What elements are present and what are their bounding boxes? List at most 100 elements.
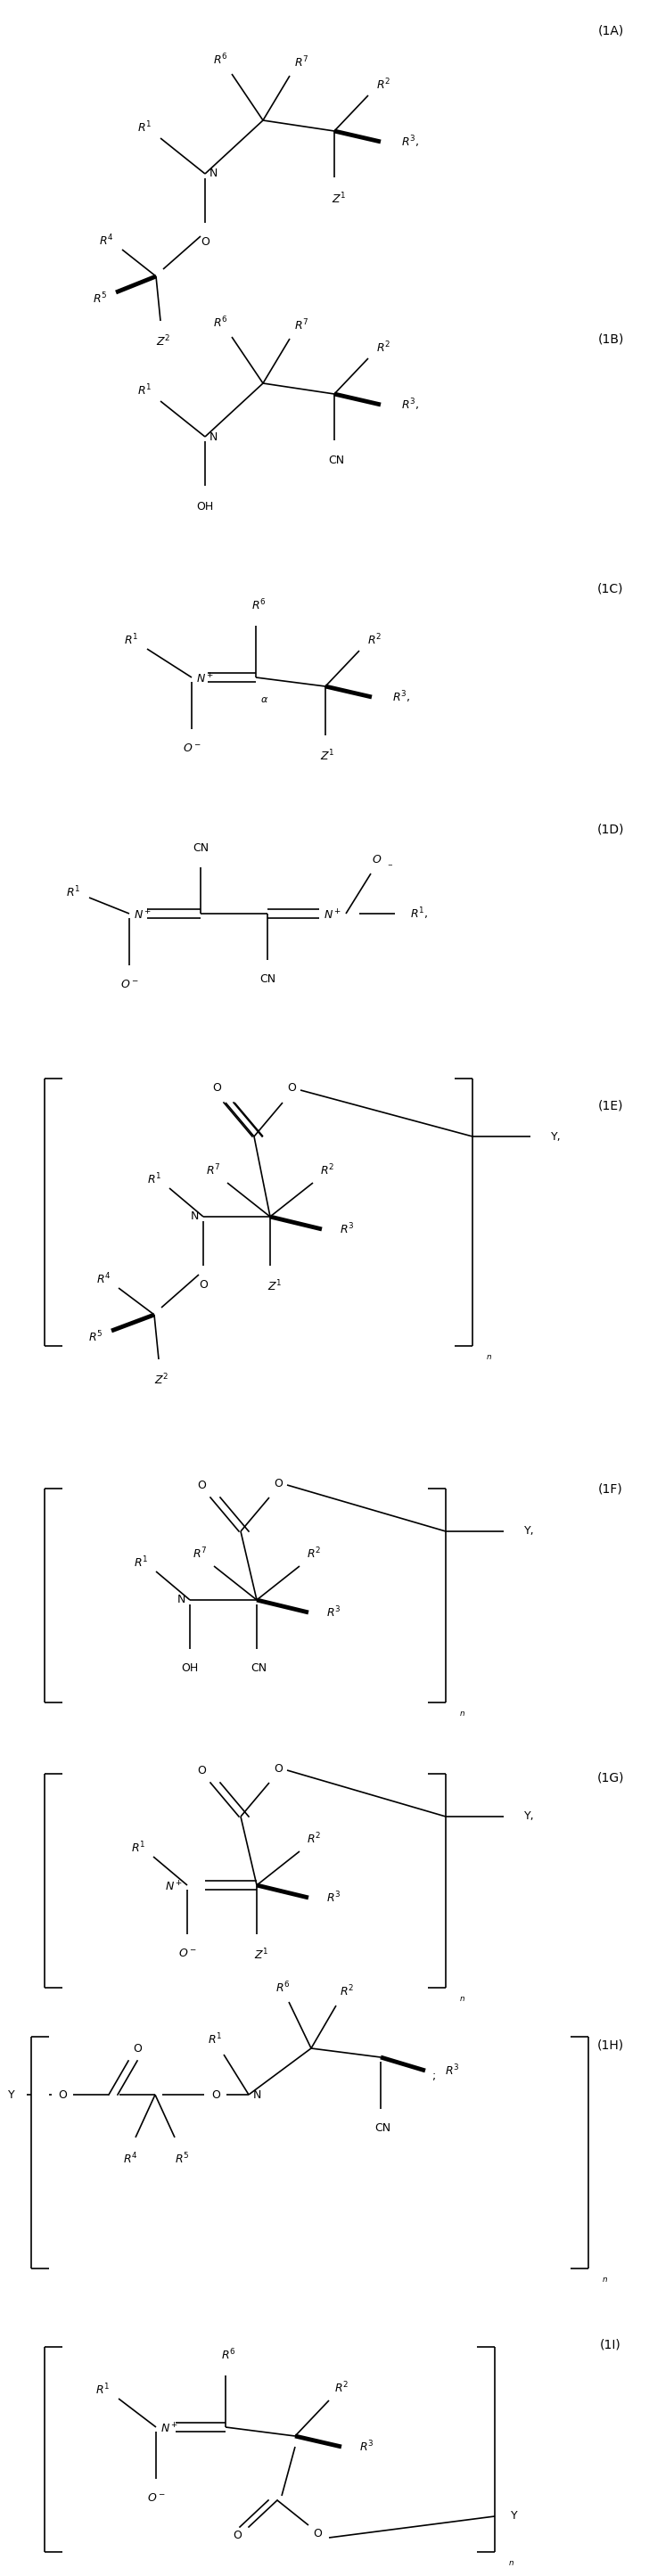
Text: $R^3$,: $R^3$, [401,397,419,412]
Text: $R^2$: $R^2$ [320,1162,334,1177]
Text: N: N [190,1211,199,1224]
Text: O: O [197,1765,206,1775]
Text: $R^2$: $R^2$ [376,340,391,355]
Text: (1F): (1F) [598,1481,623,1494]
Text: OH: OH [181,1662,199,1674]
Text: $R^7$: $R^7$ [294,317,309,332]
Text: $Z^2$: $Z^2$ [156,335,171,350]
Text: Y,: Y, [524,1525,535,1538]
Text: $Z^2$: $Z^2$ [154,1373,169,1388]
Text: $R^4$: $R^4$ [99,234,114,247]
Text: N: N [253,2089,262,2099]
Text: $R^3$,: $R^3$, [392,690,410,706]
Text: $R^1$: $R^1$ [95,2383,110,2398]
Text: $^-$: $^-$ [386,863,393,871]
Text: Y,: Y, [524,1811,535,1821]
Text: (1I): (1I) [600,2339,621,2349]
Text: $R^1$,: $R^1$, [410,907,428,922]
Text: $O^-$: $O^-$ [120,979,138,989]
Text: (1A): (1A) [598,26,624,39]
Text: $Z^1$: $Z^1$ [320,750,334,762]
Text: $R^4$: $R^4$ [123,2151,138,2166]
Text: $R^7$: $R^7$ [294,54,309,70]
Text: $R^5$: $R^5$ [88,1329,103,1345]
Text: $N^+$: $N^+$ [160,2421,178,2437]
Text: CN: CN [260,974,276,984]
Text: $N^+$: $N^+$ [165,1880,183,1893]
Text: $R^2$: $R^2$ [306,1546,321,1561]
Text: $_n$: $_n$ [508,2555,515,2568]
Text: (1H): (1H) [597,2040,624,2053]
Text: $Z^1$: $Z^1$ [332,191,346,206]
Text: $N^+$: $N^+$ [196,672,214,685]
Text: $R^6$: $R^6$ [213,314,228,330]
Text: O: O [199,1280,208,1291]
Text: $R^4$: $R^4$ [96,1273,111,1285]
Text: $R^1$: $R^1$ [208,2032,222,2048]
Text: CN: CN [374,2123,391,2133]
Text: $R^3$: $R^3$ [326,1605,341,1620]
Text: O: O [197,1479,206,1492]
Text: CN: CN [328,453,344,466]
Text: N: N [177,1595,186,1605]
Text: (1C): (1C) [598,582,624,595]
Text: $R^2$: $R^2$ [334,2380,349,2396]
Text: $_n$: $_n$ [459,1708,465,1718]
Text: $O$: $O$ [372,855,382,866]
Text: O: O [274,1479,282,1489]
Text: O: O [287,1082,296,1095]
Text: O: O [313,2527,322,2540]
Text: $R^1$: $R^1$ [131,1839,145,1855]
Text: $R^1$: $R^1$ [137,121,152,134]
Text: Y,: Y, [551,1131,561,1141]
Text: O: O [274,1762,282,1775]
Text: (1B): (1B) [598,332,624,345]
Text: $R^6$: $R^6$ [213,52,228,67]
Text: $R^1$: $R^1$ [137,384,152,397]
Text: $R^3$,: $R^3$, [401,134,419,149]
Text: O: O [58,2089,67,2099]
Text: $R^2$: $R^2$ [306,1832,321,1847]
Text: Y: Y [511,2512,518,2522]
Text: $R^7$: $R^7$ [192,1546,207,1561]
Text: ;: ; [432,2071,436,2081]
Text: $R^1$: $R^1$ [147,1172,162,1188]
Text: O: O [133,2043,141,2053]
Text: N: N [210,167,218,180]
Text: $R^6$: $R^6$ [221,2347,236,2362]
Text: O: O [233,2530,241,2543]
Text: $O^-$: $O^-$ [147,2491,165,2504]
Text: OH: OH [197,500,214,513]
Text: O: O [201,237,210,247]
Text: $R^1$: $R^1$ [134,1556,148,1569]
Text: O: O [212,1082,221,1095]
Text: $R^3$: $R^3$ [339,1221,354,1236]
Text: $R^7$: $R^7$ [206,1162,221,1177]
Text: (1E): (1E) [598,1100,624,1110]
Text: $R^2$: $R^2$ [376,77,391,93]
Text: $Z^1$: $Z^1$ [254,1947,269,1963]
Text: $O^-$: $O^-$ [182,742,201,755]
Text: O: O [212,2089,220,2099]
Text: CN: CN [251,1662,267,1674]
Text: $R^1$: $R^1$ [124,634,138,647]
Text: $R^2$: $R^2$ [367,634,382,647]
Text: $R^1$: $R^1$ [66,884,80,899]
Text: $R^2$: $R^2$ [339,1984,354,1999]
Text: $_n$: $_n$ [486,1350,492,1363]
Text: $R^3$: $R^3$ [445,2063,459,2079]
Text: $R^3$: $R^3$ [326,1891,341,1906]
Text: $O^-$: $O^-$ [178,1947,197,1960]
Text: $R^6$: $R^6$ [251,598,266,613]
Text: $R^3$: $R^3$ [360,2439,374,2455]
Text: $N^+$: $N^+$ [324,909,341,922]
Text: (1D): (1D) [597,822,624,835]
Text: $_n$: $_n$ [602,2272,608,2285]
Text: $_n$: $_n$ [459,1991,465,2004]
Text: $\alpha$: $\alpha$ [260,696,269,703]
Text: $N^+$: $N^+$ [134,909,152,922]
Text: $R^5$: $R^5$ [93,291,107,307]
Text: $Z^1$: $Z^1$ [267,1280,282,1293]
Text: N: N [210,430,218,443]
Text: $R^6$: $R^6$ [275,1981,290,1994]
